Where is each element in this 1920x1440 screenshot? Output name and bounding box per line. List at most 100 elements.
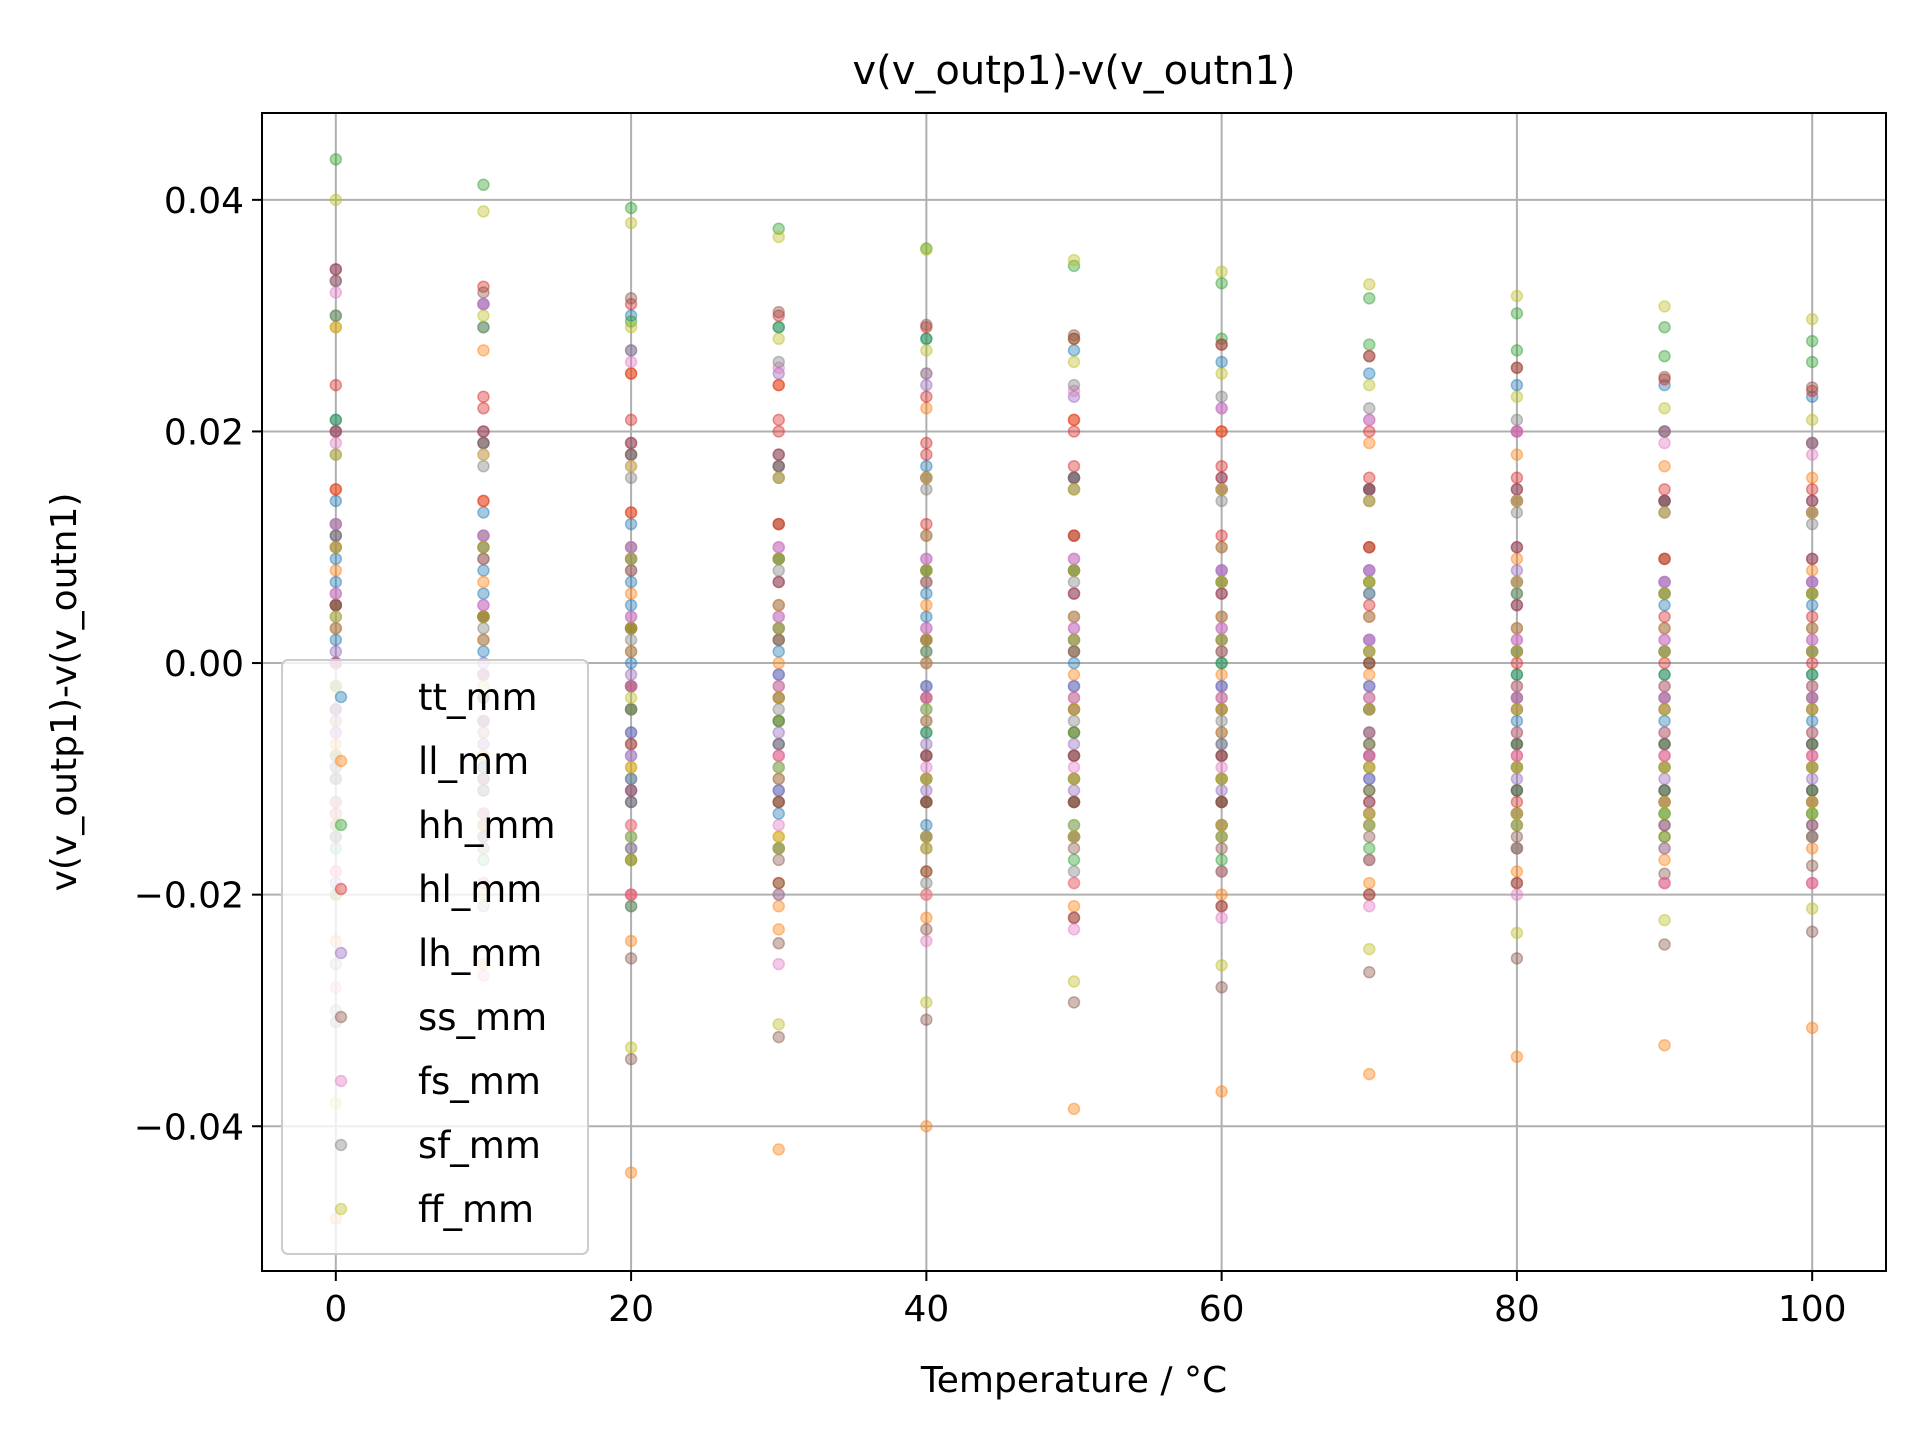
data-point [1510,564,1524,577]
data-point [624,633,638,647]
data-point [1215,818,1228,832]
data-point [1510,926,1524,940]
data-point [920,564,933,577]
data-point [477,633,490,647]
data-point [329,320,343,334]
data-point [772,517,785,531]
legend-marker [334,1010,348,1024]
data-point [1510,1050,1524,1064]
data-point [1215,483,1228,496]
data-point [1067,795,1081,809]
data-point [1363,726,1376,739]
data-point [1215,795,1228,809]
data-point [1363,749,1376,762]
data-point [1805,830,1819,843]
data-point [624,367,638,380]
data-point [1510,714,1524,728]
data-point [1363,575,1376,589]
data-point [920,459,933,473]
data-point [772,575,785,589]
data-point [920,691,933,705]
data-point [1658,876,1671,890]
data-point [1215,703,1228,716]
data-point [1067,911,1081,925]
data-point [1067,259,1081,273]
data-point [624,436,638,450]
data-point [1510,795,1524,809]
data-point [772,622,785,635]
data-point [1510,679,1524,693]
data-point [920,552,933,566]
data-point [920,888,933,901]
data-point [772,230,785,244]
data-point [1510,552,1524,566]
data-point [1067,830,1081,843]
data-point [1658,459,1671,473]
data-point [1067,564,1081,577]
data-point [1363,784,1376,797]
data-point [1215,795,1228,809]
data-point [624,448,638,461]
data-point [772,888,785,901]
data-point [1658,784,1671,797]
data-point [1510,703,1524,716]
data-point [1658,795,1671,809]
data-point [1215,645,1228,658]
data-point [1363,483,1376,496]
data-point [477,552,490,566]
data-point [1067,355,1081,369]
data-point [477,541,490,554]
data-point [920,575,933,589]
data-point [1658,425,1671,438]
data-point [1067,384,1081,398]
data-point [624,355,638,369]
data-point [1363,1067,1376,1081]
data-point [1363,610,1376,623]
data-point [624,1166,638,1179]
data-point [477,402,490,415]
data-point [1805,714,1819,728]
data-point [1215,471,1228,485]
data-point [1658,913,1671,927]
data-point [1067,923,1081,936]
data-point [329,193,343,207]
data-point [624,703,638,716]
data-point [1805,795,1819,809]
data-point [920,679,933,693]
data-point [920,610,933,623]
data-point [624,691,638,705]
data-point [1805,691,1819,705]
data-point [1805,656,1819,670]
data-point [477,610,490,623]
data-point [1510,679,1524,693]
data-point [1805,795,1819,809]
data-point [1805,668,1819,681]
data-point [1805,622,1819,635]
data-point [1215,656,1228,670]
data-point [1805,761,1819,774]
data-point [477,297,490,311]
data-point [920,517,933,531]
data-point [624,934,638,948]
data-point [1067,761,1081,774]
data-point [1067,1102,1081,1116]
data-point [1067,818,1081,832]
data-point [772,668,785,681]
data-point [920,656,933,670]
data-point [1658,726,1671,739]
data-point [772,703,785,716]
data-point [1805,610,1819,623]
data-point [772,842,785,855]
data-point [1805,749,1819,762]
x-tick-label: 0 [324,1289,347,1330]
data-point [1067,564,1081,577]
data-point [477,633,490,647]
data-point [1067,830,1081,843]
data-point [1510,598,1524,612]
data-point [624,564,638,577]
data-point [1658,575,1671,589]
data-point [1658,772,1671,786]
data-point [772,471,785,485]
data-point [1363,726,1376,739]
data-point [1215,865,1228,878]
